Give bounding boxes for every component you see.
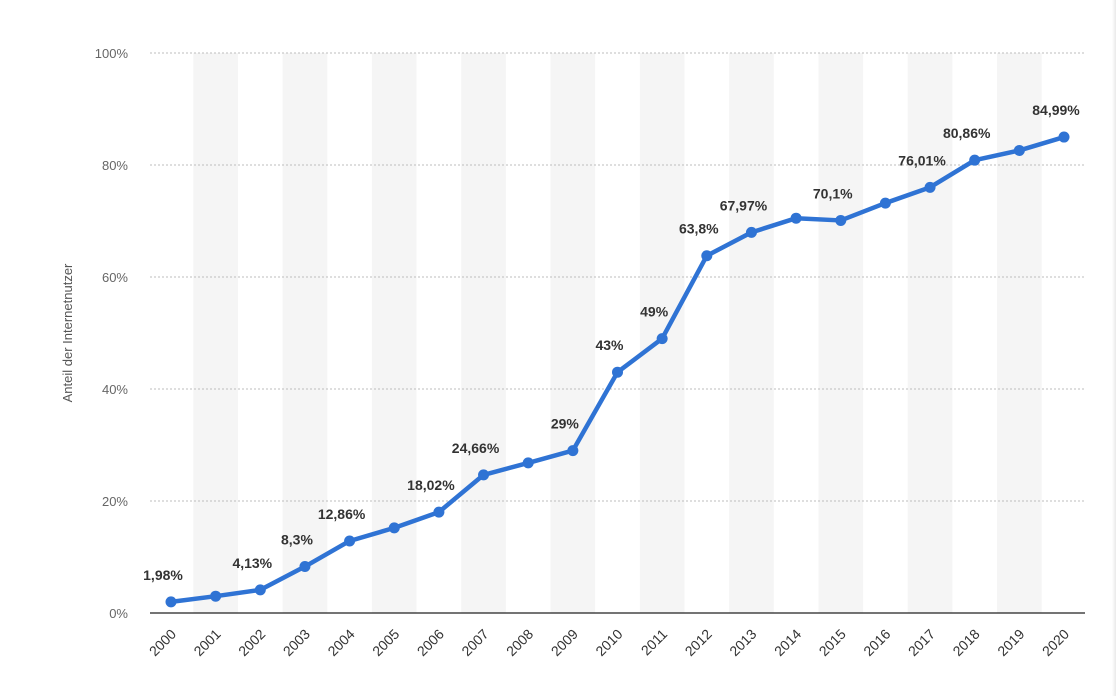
data-point-2008[interactable] — [522, 457, 534, 469]
column-band-2001 — [193, 53, 238, 613]
y-tick-label: 40% — [102, 382, 128, 397]
data-labels: 1,98% 4,13% 8,3% 12,86% 18,02% 24,66% 29% 43% 49… — [143, 102, 1080, 583]
x-tick-label: 2004 — [324, 626, 357, 659]
data-point-2017[interactable] — [924, 181, 936, 193]
column-band-2011 — [639, 53, 685, 613]
y-tick-label: 0% — [109, 606, 128, 621]
data-point-2007[interactable] — [478, 469, 490, 481]
data-label-2006: 18,02% — [407, 477, 455, 493]
data-point-2009[interactable] — [567, 445, 579, 457]
x-tick-label: 2019 — [994, 626, 1027, 659]
x-tick-label: 2014 — [771, 626, 804, 659]
data-label-2013: 67,97% — [720, 197, 768, 213]
column-band-2003 — [282, 53, 328, 613]
data-point-2010[interactable] — [612, 366, 623, 378]
data-point-2012[interactable] — [701, 250, 713, 262]
x-tick-label: 2012 — [682, 626, 715, 659]
scrollbar-edge — [1112, 0, 1116, 696]
data-label-2003: 8,3% — [281, 532, 313, 548]
x-tick-label: 2015 — [816, 626, 849, 659]
x-tick-label: 2017 — [905, 626, 938, 659]
x-tick-label: 2007 — [458, 626, 491, 659]
data-point-2001[interactable] — [210, 590, 222, 602]
data-label-2015: 70,1% — [813, 185, 853, 201]
data-point-2016[interactable] — [879, 197, 891, 209]
data-label-2002: 4,13% — [232, 555, 272, 571]
y-tick-label: 100% — [95, 46, 129, 61]
x-tick-label: 2020 — [1039, 626, 1072, 659]
x-tick-label: 2010 — [592, 626, 625, 659]
data-label-2000: 1,98% — [143, 567, 183, 583]
column-band-2017 — [907, 53, 953, 613]
x-tick-label: 2003 — [280, 626, 313, 659]
y-axis-ticks: 0% 20% 40% 60% 80% 100% — [95, 46, 129, 621]
y-tick-label: 80% — [102, 158, 128, 173]
data-point-2015[interactable] — [835, 214, 847, 226]
x-tick-label: 2016 — [860, 626, 893, 659]
data-point-2005[interactable] — [388, 522, 400, 534]
data-label-2004: 12,86% — [318, 506, 366, 522]
data-label-2020: 84,99% — [1032, 102, 1080, 118]
x-tick-label: 2008 — [503, 626, 536, 659]
data-point-2004[interactable] — [344, 535, 356, 547]
data-point-2020[interactable] — [1058, 131, 1070, 143]
y-tick-label: 20% — [102, 494, 128, 509]
y-tick-label: 60% — [102, 270, 128, 285]
data-point-2011[interactable] — [656, 333, 668, 345]
data-point-2014[interactable] — [790, 212, 802, 224]
x-tick-label: 2001 — [190, 626, 223, 659]
data-point-2000[interactable] — [165, 596, 177, 608]
x-tick-label: 2002 — [235, 626, 268, 659]
column-band-2019 — [997, 53, 1042, 613]
x-tick-label: 2005 — [369, 626, 402, 659]
data-label-2009: 29% — [551, 416, 580, 432]
x-tick-label: 2000 — [146, 626, 179, 659]
x-tick-label: 2018 — [949, 626, 982, 659]
column-band-2009 — [550, 53, 596, 613]
x-tick-label: 2013 — [726, 626, 759, 659]
column-band-2013 — [729, 53, 774, 613]
data-point-2006[interactable] — [433, 506, 445, 518]
data-point-2013[interactable] — [745, 226, 757, 238]
data-label-2012: 63,8% — [679, 221, 719, 237]
data-label-2011: 49% — [640, 304, 669, 320]
data-points — [165, 131, 1070, 608]
gridlines — [150, 52, 1085, 614]
x-tick-label: 2011 — [638, 626, 671, 659]
column-bands — [193, 53, 1042, 613]
column-band-2005 — [371, 53, 417, 613]
x-axis-ticks: 2000 2001 2002 2003 2004 2005 2006 2007 2008 2009… — [146, 626, 1072, 659]
data-label-2010: 43% — [595, 337, 624, 353]
data-label-2018: 80,86% — [943, 125, 991, 141]
data-point-2018[interactable] — [969, 154, 981, 166]
x-tick-label: 2009 — [548, 626, 581, 659]
data-point-2002[interactable] — [254, 584, 266, 596]
data-label-2017: 76,01% — [898, 152, 946, 168]
y-axis-label: Anteil der Internetnutzer — [60, 263, 75, 402]
x-tick-label: 2006 — [414, 626, 447, 659]
data-label-2007: 24,66% — [452, 440, 500, 456]
data-point-2003[interactable] — [299, 561, 311, 573]
data-point-2019[interactable] — [1013, 144, 1025, 156]
column-band-2007 — [461, 53, 506, 613]
column-band-2015 — [818, 53, 864, 613]
